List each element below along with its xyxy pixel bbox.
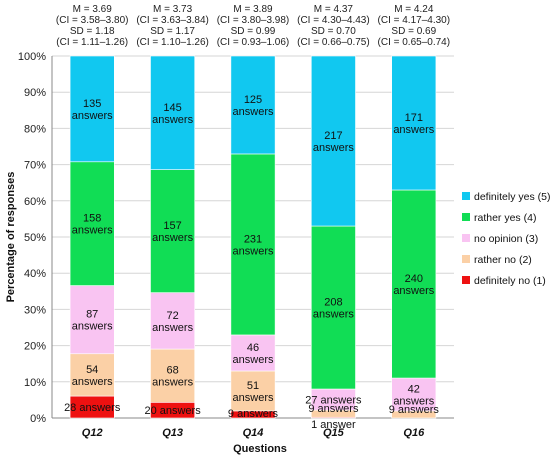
bar-segment [150, 55, 196, 170]
bar-segment [391, 55, 437, 191]
stat-line: (CI = 1.10–1.26) [136, 37, 209, 48]
segment-label: 42 answers [393, 383, 434, 407]
bar-segment [230, 334, 276, 372]
segment-label: 125 answers [233, 94, 274, 118]
segment-label: 145 answers [152, 102, 193, 126]
x-axis-title: Questions [233, 443, 287, 455]
x-category-label: Q14 [243, 427, 264, 439]
x-category-label: Q13 [162, 427, 183, 439]
y-tick-label: 10% [24, 377, 46, 389]
segment-label: 9 answers [389, 404, 440, 416]
bar-segment [69, 353, 115, 397]
legend-swatch [462, 255, 470, 263]
stat-line: SD = 0.70 [311, 26, 356, 37]
bar-segment [69, 285, 115, 355]
y-tick-label: 0% [30, 413, 46, 425]
segment-label: 9 answers [228, 408, 279, 420]
segment-label: 135 answers [72, 98, 113, 122]
segment-label: 51 answers [233, 380, 274, 404]
segment-label: 208 answers [313, 297, 354, 321]
legend-swatch [462, 234, 470, 242]
stat-line: (CI = 4.17–4.30) [378, 15, 451, 26]
y-tick-label: 30% [24, 304, 46, 316]
stat-line: (CI = 1.11–1.26) [56, 37, 128, 48]
stat-line: SD = 1.18 [70, 26, 115, 37]
segment-labels: 28 answers 54 answers 87 answers 158 answers 13… [64, 94, 439, 431]
segment-label: 240 answers [393, 273, 434, 297]
y-tick-label: 100% [18, 51, 46, 63]
stat-line: SD = 1.17 [150, 26, 195, 37]
y-tick-label: 20% [24, 341, 46, 353]
legend-swatch [462, 192, 470, 200]
bar-segment [150, 348, 196, 403]
segment-label: 72 answers [152, 310, 193, 334]
segment-label: 68 answers [152, 365, 193, 389]
stat-line: M = 3.89 [233, 4, 273, 15]
segment-label: 158 answers [72, 213, 113, 237]
legend-swatch [462, 276, 470, 284]
legend-label: rather no (2) [474, 254, 532, 266]
segment-label: 231 answers [233, 233, 274, 257]
stat-line: (CI = 0.93–1.06) [217, 37, 290, 48]
x-category-label: Q15 [323, 427, 345, 439]
stat-line: (CI = 3.80–3.98) [217, 15, 290, 26]
segment-label: 28 answers [64, 402, 121, 414]
bars [69, 55, 437, 419]
stat-line: SD = 0.99 [231, 26, 276, 37]
legend: definitely yes (5) rather yes (4) no opini… [462, 191, 550, 287]
segment-label: 54 answers [72, 364, 113, 388]
y-tick-label: 90% [24, 87, 46, 99]
stat-line: M = 3.69 [73, 4, 113, 15]
legend-label: rather yes (4) [474, 212, 536, 224]
segment-label: 1 answer [311, 419, 356, 431]
bar-segment [391, 377, 437, 412]
bar-segment [150, 292, 196, 350]
legend-label: definitely no (1) [474, 275, 546, 287]
question-stats: M = 3.69(CI = 3.58–3.80)SD = 1.18(CI = 1… [56, 4, 450, 48]
stat-line: M = 3.73 [153, 4, 193, 15]
segment-label: 171 answers [393, 112, 434, 136]
segment-label: 9 answers [308, 403, 359, 415]
y-tick-labels: 0% 10% 20% 30% 40% 50% 60% 70% 80% 90% 100% [18, 51, 46, 425]
x-category-label: Q12 [82, 427, 103, 439]
legend-swatch [462, 213, 470, 221]
bar-segment [310, 55, 356, 227]
bar-segment [310, 225, 356, 390]
x-category-label: Q16 [403, 427, 425, 439]
y-axis-title: Percentage of responses [5, 172, 17, 303]
stat-line: (CI = 3.58–3.80) [56, 15, 129, 26]
stat-line: (CI = 3.63–3.84) [136, 15, 209, 26]
stat-line: (CI = 0.66–0.75) [297, 37, 370, 48]
legend-label: no opinion (3) [474, 233, 538, 245]
x-category-labels: Q12 Q13 Q14 Q15 Q16 [82, 427, 425, 439]
y-tick-label: 70% [24, 160, 46, 172]
stat-line: (CI = 0.65–0.74) [378, 37, 451, 48]
bar-segment [230, 153, 276, 336]
stat-line: M = 4.37 [314, 4, 354, 15]
segment-label: 157 answers [152, 220, 193, 244]
bar-segment [230, 370, 276, 412]
segment-label: 217 answers [313, 130, 354, 154]
stat-line: M = 4.24 [394, 4, 434, 15]
bar-segment [391, 189, 437, 379]
stat-line: (CI = 4.30–4.43) [297, 15, 370, 26]
bar-segment [230, 55, 276, 155]
legend-label: definitely yes (5) [474, 191, 550, 203]
y-tick-label: 60% [24, 196, 46, 208]
bar-segment [150, 169, 196, 293]
segment-label: 20 answers [144, 405, 201, 417]
y-tick-label: 40% [24, 268, 46, 280]
bar-segment [69, 161, 115, 286]
y-tick-label: 50% [24, 232, 46, 244]
y-tick-label: 80% [24, 123, 46, 135]
stat-line: SD = 0.69 [391, 26, 436, 37]
segment-label: 46 answers [233, 342, 274, 366]
bar-segment [69, 55, 115, 163]
segment-label: 27 answers [305, 395, 362, 407]
segment-label: 87 answers [72, 309, 113, 333]
